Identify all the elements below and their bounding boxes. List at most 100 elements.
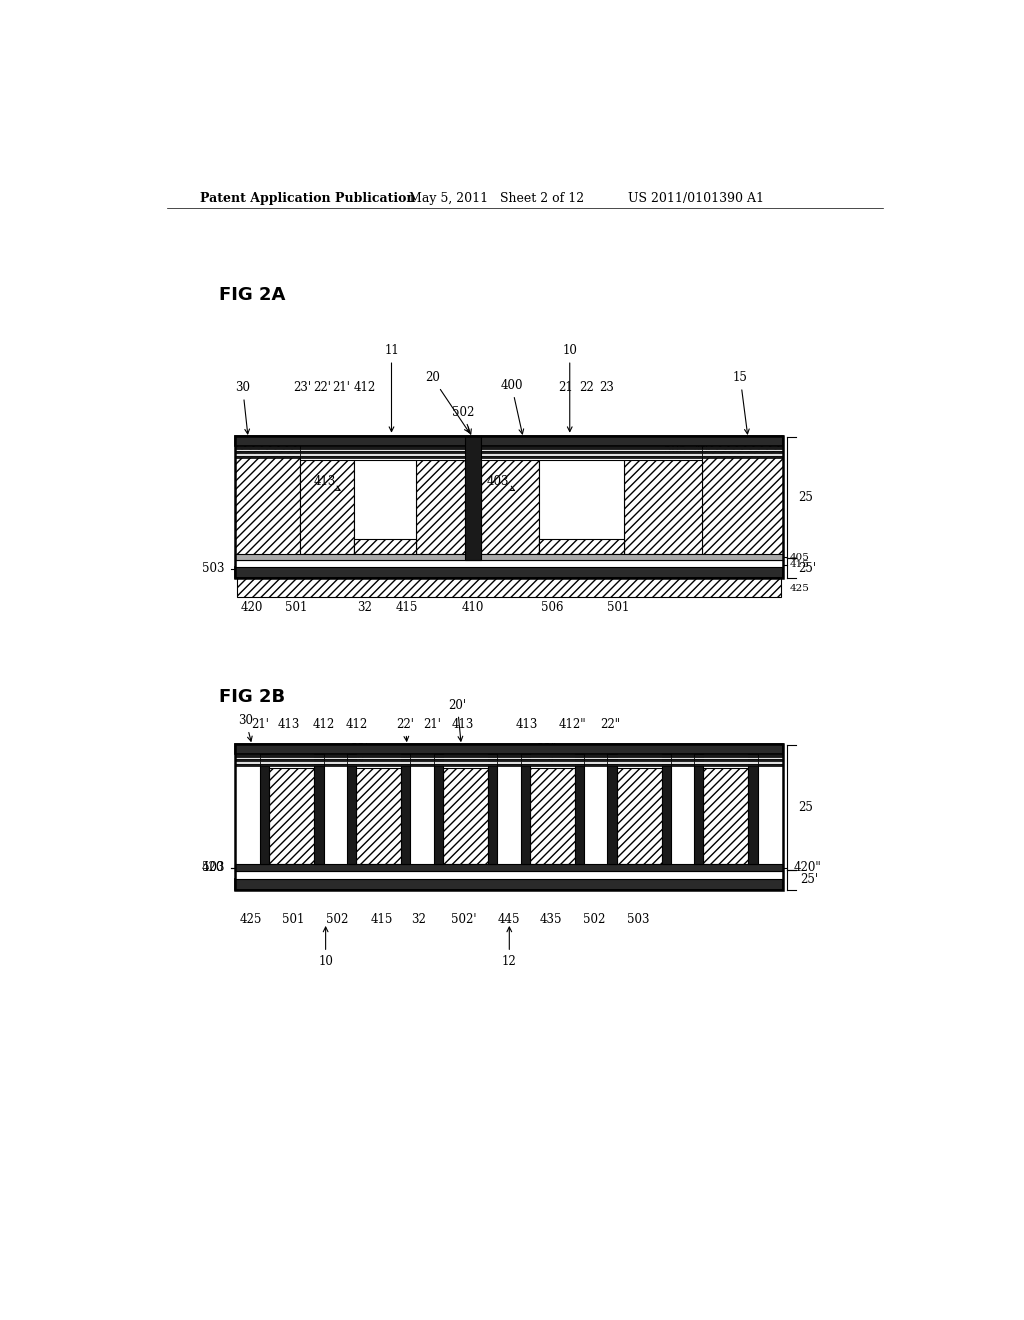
Text: 412: 412 (353, 381, 376, 395)
Text: 32: 32 (357, 601, 372, 614)
Bar (300, 451, 465, 453)
Text: 21': 21' (332, 381, 350, 395)
Bar (694, 763, 758, 766)
Text: 502: 502 (584, 912, 606, 925)
Bar (411, 762, 434, 763)
Text: 23': 23' (293, 381, 311, 395)
Bar (671, 756, 694, 759)
Bar (480, 451, 701, 453)
Text: 501: 501 (282, 912, 304, 925)
Bar (694, 755, 703, 863)
Bar (701, 436, 783, 560)
Text: 22': 22' (396, 718, 415, 741)
Text: 410: 410 (462, 601, 484, 614)
Bar (607, 755, 616, 863)
Text: 506: 506 (542, 601, 564, 614)
Text: 503: 503 (202, 861, 224, 874)
Bar (234, 759, 260, 762)
Bar (758, 759, 783, 762)
Text: 445: 445 (498, 912, 520, 925)
Bar (465, 436, 480, 560)
Bar (300, 449, 465, 451)
Bar (694, 762, 758, 763)
Bar (234, 863, 783, 871)
Text: 412": 412" (558, 718, 586, 731)
Bar (694, 759, 758, 762)
Bar (758, 755, 783, 756)
Bar (584, 756, 607, 759)
Bar (584, 763, 607, 766)
Bar (758, 763, 783, 766)
Bar (480, 453, 701, 455)
Bar (314, 755, 324, 863)
Text: 21': 21' (424, 718, 441, 731)
Bar (354, 539, 417, 554)
Text: Sheet 2 of 12: Sheet 2 of 12 (500, 191, 584, 205)
Bar (234, 451, 300, 453)
Bar (234, 879, 783, 890)
Bar (324, 755, 347, 756)
Bar (260, 755, 269, 863)
Text: 415: 415 (790, 561, 810, 569)
Bar (411, 756, 434, 759)
Bar (234, 755, 260, 756)
Bar (434, 756, 498, 759)
Bar (347, 755, 356, 863)
Bar (498, 759, 520, 762)
Text: 21': 21' (251, 718, 268, 731)
Bar (701, 446, 783, 449)
Text: 420: 420 (202, 861, 224, 874)
Bar (234, 756, 260, 759)
Bar (417, 461, 465, 554)
Bar (260, 755, 324, 756)
Text: 413: 413 (278, 718, 300, 731)
Bar (300, 446, 465, 449)
Bar (401, 755, 411, 863)
Bar (616, 768, 662, 863)
Bar (701, 453, 783, 455)
Bar (758, 756, 783, 759)
Text: 11: 11 (384, 345, 399, 432)
Bar (498, 755, 520, 756)
Text: 413: 413 (313, 475, 340, 491)
Text: 22": 22" (600, 718, 621, 731)
Bar (480, 446, 701, 449)
Text: 10: 10 (318, 927, 333, 968)
Text: 501: 501 (285, 601, 307, 614)
Text: 413: 413 (516, 718, 539, 731)
Bar (701, 449, 783, 451)
Text: 21: 21 (558, 381, 573, 395)
Bar (347, 763, 411, 766)
Bar (671, 755, 694, 756)
Bar (520, 759, 584, 762)
Bar (269, 768, 314, 863)
Text: 502: 502 (452, 407, 474, 434)
Bar (701, 451, 783, 453)
Bar (584, 755, 607, 756)
Text: 25: 25 (799, 491, 813, 504)
Bar (411, 759, 434, 762)
Text: FIG 2B: FIG 2B (219, 689, 286, 706)
Bar (234, 554, 783, 560)
Text: 15: 15 (733, 371, 750, 434)
Bar (347, 755, 411, 756)
Bar (434, 762, 498, 763)
Bar (356, 768, 401, 863)
Text: 412: 412 (313, 718, 335, 731)
Bar (434, 763, 498, 766)
Bar (539, 461, 624, 554)
Bar (434, 755, 443, 863)
Bar (300, 455, 465, 458)
Text: 25': 25' (800, 874, 818, 887)
Bar (234, 871, 783, 879)
Bar (607, 762, 671, 763)
Text: 10: 10 (562, 345, 578, 432)
Bar (300, 453, 465, 455)
Text: 412: 412 (345, 718, 368, 731)
Bar (488, 755, 498, 863)
Bar (607, 759, 671, 762)
Bar (324, 762, 347, 763)
Bar (701, 455, 783, 458)
Bar (584, 762, 607, 763)
Text: 405: 405 (790, 553, 810, 562)
